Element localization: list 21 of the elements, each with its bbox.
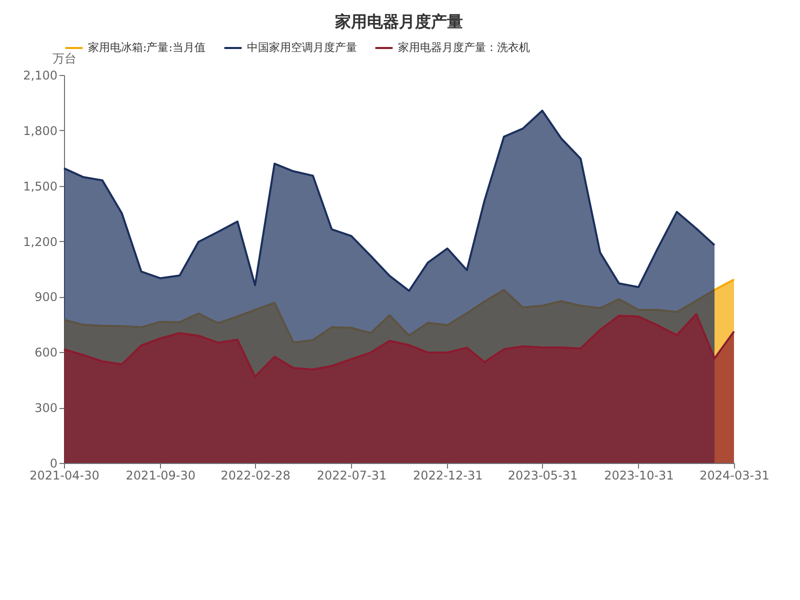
y-tick-label: 1,800 bbox=[23, 124, 58, 138]
x-tick-label: 2023-10-31 bbox=[604, 468, 674, 482]
x-tick-label: 2022-12-31 bbox=[413, 468, 483, 482]
legend-label: 家用电冰箱:产量:当月值 bbox=[88, 41, 206, 54]
y-tick-label: 300 bbox=[34, 401, 58, 416]
y-tick-label: 2,100 bbox=[23, 68, 58, 82]
y-axis-title: 万台 bbox=[52, 52, 76, 66]
x-tick-label: 2023-05-31 bbox=[508, 468, 578, 482]
y-tick-label: 1,200 bbox=[23, 234, 58, 249]
legend-label: 家用电器月度产量：洗衣机 bbox=[398, 41, 530, 54]
x-tick-label: 2021-04-30 bbox=[30, 468, 100, 482]
y-tick-label: 900 bbox=[34, 290, 58, 304]
y-tick-label: 600 bbox=[34, 346, 58, 360]
legend-label: 中国家用空调月度产量 bbox=[247, 41, 357, 54]
y-tick-label: 1,500 bbox=[23, 179, 58, 194]
x-tick-label: 2022-07-31 bbox=[316, 468, 387, 482]
x-tick-label: 2024-03-31 bbox=[700, 468, 770, 482]
chart-title: 家用电器月度产量 bbox=[334, 12, 463, 31]
x-tick-label: 2022-02-28 bbox=[220, 468, 290, 482]
x-tick-label: 2021-09-30 bbox=[126, 468, 196, 482]
y-tick-label: 0 bbox=[50, 456, 58, 470]
